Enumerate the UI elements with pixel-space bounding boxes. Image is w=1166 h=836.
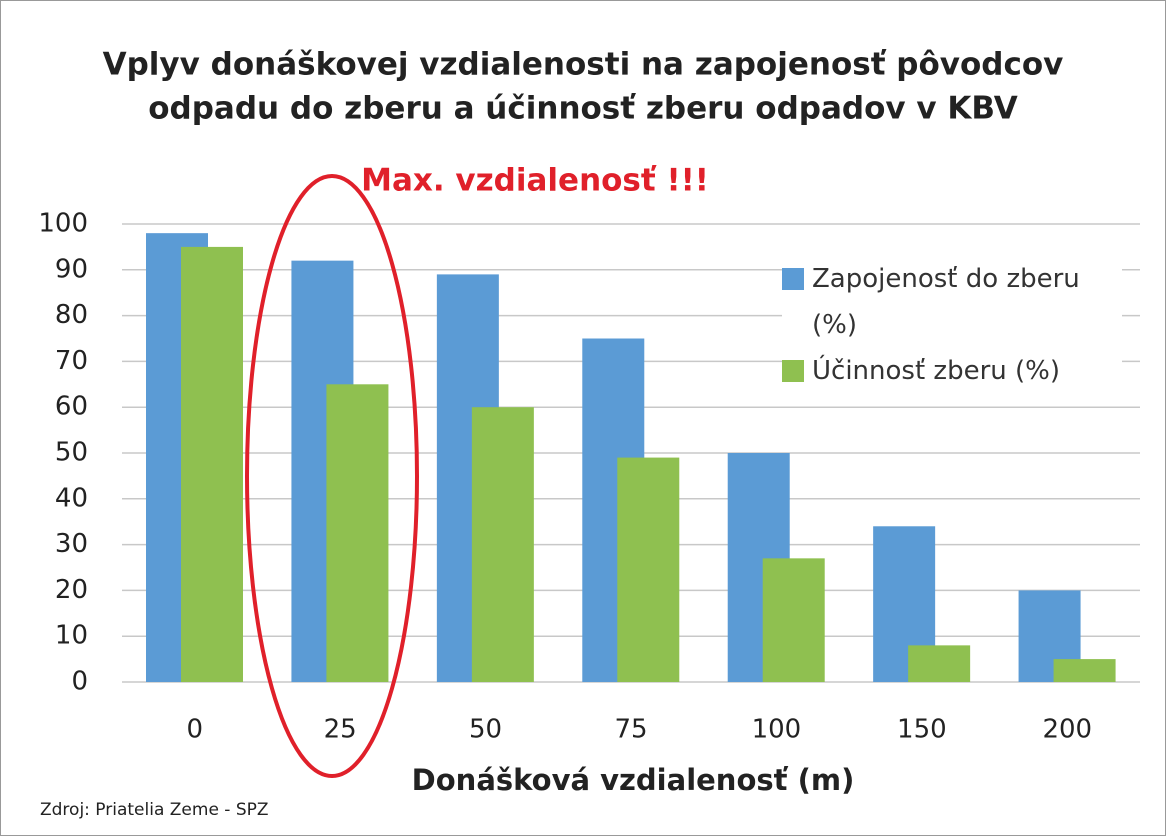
y-tick-label: 70 xyxy=(55,346,88,376)
bar xyxy=(181,246,243,682)
bar xyxy=(617,457,680,682)
y-tick-label: 100 xyxy=(38,209,88,239)
highlight-ellipse xyxy=(245,174,419,778)
legend-item: Účinnosť zberu (%) xyxy=(782,348,1122,394)
y-tick-label: 50 xyxy=(55,438,88,468)
legend-label: Účinnosť zberu (%) xyxy=(812,356,1060,386)
y-tick-label: 60 xyxy=(55,392,88,422)
annotation: Max. vzdialenosť !!! xyxy=(361,163,709,199)
bar xyxy=(1053,659,1116,682)
y-tick-label: 90 xyxy=(55,254,88,284)
x-tick-label: 0 xyxy=(186,715,203,745)
legend-label: Zapojenosť do zberu (%) xyxy=(812,264,1080,340)
y-tick-label: 20 xyxy=(55,575,88,605)
x-tick-label: 100 xyxy=(752,715,802,745)
legend: Zapojenosť do zberu (%) Účinnosť zberu (%… xyxy=(782,256,1122,394)
x-tick-label: 25 xyxy=(324,715,357,745)
x-tick-label: 150 xyxy=(897,715,947,745)
chart-title: odpadu do zberu a účinnosť zberu odpadov… xyxy=(148,91,1018,127)
bar xyxy=(908,645,971,682)
source: Zdroj: Priatelia Zeme - SPZ xyxy=(40,800,269,820)
y-tick-label: 10 xyxy=(55,621,88,651)
y-tick-label: 30 xyxy=(55,529,88,559)
bar xyxy=(471,407,534,682)
x-tick-label: 50 xyxy=(469,715,502,745)
legend-item: Zapojenosť do zberu (%) xyxy=(782,256,1122,348)
y-tick-label: 0 xyxy=(71,667,88,697)
x-axis-label: Donášková vzdialenosť (m) xyxy=(412,763,855,797)
legend-swatch xyxy=(782,360,804,382)
y-tick-label: 40 xyxy=(55,483,88,513)
y-tick-label: 80 xyxy=(55,300,88,330)
legend-swatch xyxy=(782,268,804,290)
bar xyxy=(326,384,389,682)
chart-title: Vplyv donáškovej vzdialenosti na zapojen… xyxy=(103,47,1064,83)
x-tick-label: 75 xyxy=(614,715,647,745)
bar xyxy=(762,558,825,682)
x-tick-label: 200 xyxy=(1042,715,1092,745)
